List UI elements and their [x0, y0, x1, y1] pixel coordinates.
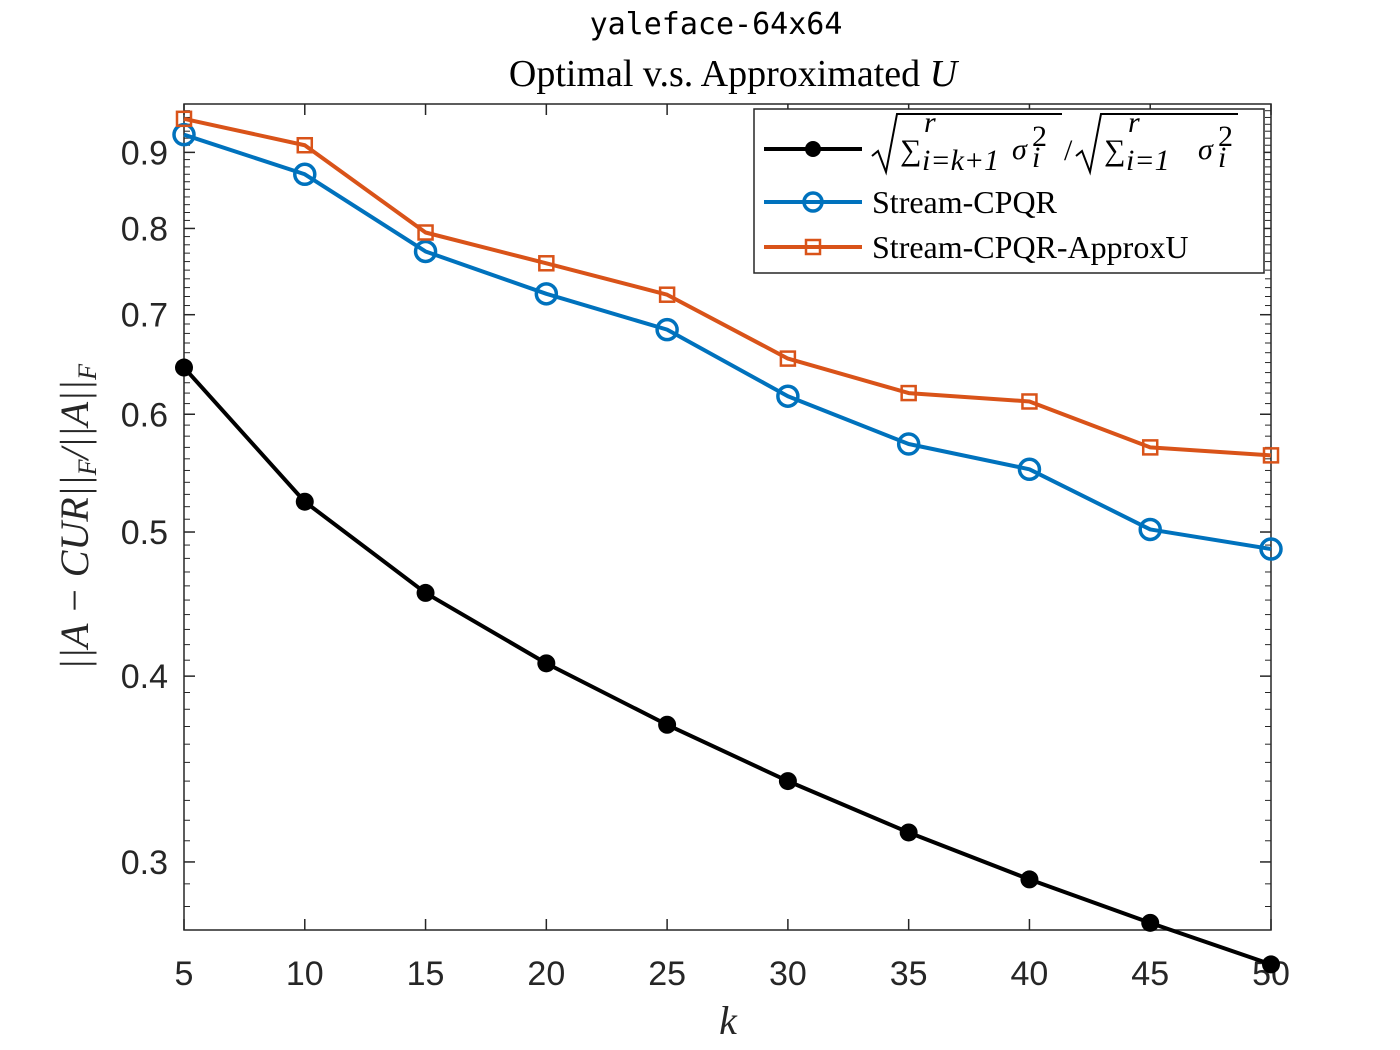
x-tick-label: 35 — [890, 955, 928, 993]
series-stream-cpqr — [172, 122, 1283, 561]
chart-subtitle-variable: U — [930, 53, 960, 95]
data-point — [293, 162, 317, 187]
x-tick-label: 45 — [1131, 955, 1169, 993]
y-tick-label: 0.7 — [121, 297, 168, 335]
x-axis-label: k — [719, 998, 738, 1043]
data-point — [658, 715, 677, 734]
x-axis-ticks: 5 10 15 20 25 30 35 40 45 50 — [175, 104, 1290, 993]
legend-entry-stream-cpqr-approxu: Stream-CPQR-ApproxU — [764, 229, 1188, 265]
data-point — [296, 136, 314, 154]
legend-marker-stream-cpqr — [802, 191, 824, 213]
x-tick-label: 10 — [286, 955, 324, 993]
data-point — [1262, 955, 1280, 974]
chart-subtitle-text: Optimal v.s. Approximated — [509, 53, 930, 95]
data-point — [1259, 537, 1283, 561]
svg-text:i: i — [1218, 141, 1226, 174]
data-point — [896, 432, 921, 456]
y-tick-label: 0.4 — [121, 658, 168, 696]
legend-marker-optimal — [805, 141, 821, 157]
data-point — [778, 772, 797, 791]
svg-text:2: 2 — [1032, 120, 1047, 153]
svg-text:i=k+1: i=k+1 — [922, 144, 999, 177]
y-tick-label: 0.3 — [121, 844, 168, 882]
legend-label-stream-cpqr-approxu: Stream-CPQR-ApproxU — [872, 229, 1188, 265]
series-line-optimal — [182, 366, 1272, 967]
x-tick-label: 5 — [175, 955, 194, 993]
svg-text:r: r — [1128, 106, 1140, 139]
data-point — [534, 282, 559, 306]
data-point — [1020, 870, 1039, 889]
x-tick-label: 15 — [407, 955, 445, 993]
series-stream-cpqr-approxu — [175, 110, 1280, 464]
chart-title-dataset: yaleface-64x64 — [590, 7, 843, 42]
data-point — [899, 823, 918, 842]
data-point — [1138, 517, 1162, 542]
data-point — [538, 255, 555, 272]
svg-text:σ: σ — [1012, 133, 1028, 166]
data-point — [900, 384, 917, 402]
svg-text:r: r — [924, 106, 936, 139]
series-layer — [172, 110, 1283, 974]
y-tick-label: 0.6 — [121, 396, 168, 434]
data-point — [1017, 457, 1042, 482]
data-point — [1141, 913, 1160, 932]
x-tick-label: 30 — [769, 955, 807, 993]
data-point — [175, 358, 193, 377]
data-point — [295, 492, 314, 511]
data-point — [658, 286, 676, 303]
svg-text:/: / — [1064, 134, 1073, 167]
data-point — [416, 583, 435, 602]
svg-text:i=1: i=1 — [1126, 144, 1170, 177]
data-point — [413, 239, 438, 264]
x-tick-label: 40 — [1011, 955, 1049, 993]
series-line-stream-cpqr-approxu — [183, 116, 1272, 458]
chart-title-subtitle: Optimal v.s. Approximated U — [509, 53, 960, 95]
data-point — [779, 350, 797, 367]
data-point — [537, 654, 556, 673]
y-tick-label: 0.9 — [121, 134, 168, 172]
legend-entry-optimal: ∑ r i=k+1 σ 2 i / ∑ r i=1 σ 2 i — [764, 106, 1238, 177]
svg-text:2: 2 — [1218, 120, 1233, 153]
data-point — [1141, 439, 1159, 456]
data-point — [417, 224, 434, 241]
data-point — [1021, 393, 1038, 410]
x-tick-label: 20 — [527, 955, 565, 993]
svg-text:∑: ∑ — [1104, 134, 1125, 167]
data-point — [175, 110, 193, 128]
y-axis-label: ||A − CUR||F/||A||F — [52, 363, 102, 670]
x-tick-label: 25 — [648, 955, 686, 993]
series-line-stream-cpqr — [183, 132, 1272, 552]
y-tick-label: 0.5 — [121, 514, 168, 552]
svg-text:∑: ∑ — [900, 134, 921, 167]
legend-entry-stream-cpqr: Stream-CPQR — [764, 184, 1058, 220]
data-point — [655, 317, 679, 342]
legend-label-stream-cpqr: Stream-CPQR — [872, 184, 1058, 220]
data-point — [1262, 447, 1280, 464]
legend-marker-stream-cpqr-approxu — [804, 238, 822, 256]
svg-text:σ: σ — [1198, 133, 1214, 166]
svg-text:i: i — [1032, 141, 1040, 174]
legend-label-optimal: ∑ r i=k+1 σ 2 i / ∑ r i=1 σ 2 i — [871, 106, 1238, 177]
y-axis-ticks: 0.3 0.4 0.5 0.6 0.7 0.8 0.9 — [121, 110, 1271, 908]
legend: ∑ r i=k+1 σ 2 i / ∑ r i=1 σ 2 i Stream-C… — [753, 106, 1265, 274]
y-tick-label: 0.8 — [121, 210, 168, 248]
series-optimal — [175, 358, 1280, 974]
data-point — [776, 384, 800, 408]
